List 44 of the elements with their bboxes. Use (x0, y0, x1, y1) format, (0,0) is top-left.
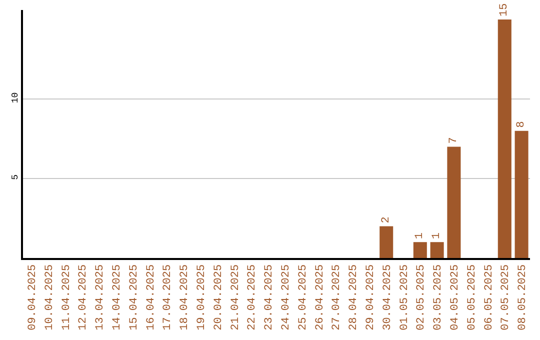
x-tick-label: 18.04.2025 (179, 264, 192, 330)
x-tick-label: 04.05.2025 (450, 264, 462, 330)
x-tick-label: 22.04.2025 (246, 264, 259, 330)
x-tick-label: 26.04.2025 (314, 264, 326, 330)
x-tick-label: 09.04.2025 (27, 264, 40, 330)
data-label: 2 (380, 216, 392, 224)
bar (380, 226, 394, 258)
x-tick-label: 24.04.2025 (280, 264, 293, 330)
x-tick-label: 12.04.2025 (78, 264, 90, 330)
x-tick-label: 14.04.2025 (112, 264, 124, 330)
x-tick-label: 05.05.2025 (466, 264, 478, 330)
x-tick-label: 29.04.2025 (365, 264, 378, 330)
bar (413, 242, 427, 258)
x-tick-label: 20.04.2025 (212, 264, 225, 330)
y-tick-label: 5 (10, 174, 20, 180)
x-tick-label: 13.04.2025 (94, 264, 107, 330)
data-label: 8 (516, 121, 528, 128)
x-tick-label: 15.04.2025 (128, 264, 140, 330)
x-tick-label: 02.05.2025 (416, 264, 428, 330)
x-tick-label: 06.05.2025 (483, 264, 496, 330)
bar (514, 130, 528, 258)
data-label: 1 (431, 232, 444, 240)
bar (498, 20, 512, 258)
x-tick-label: 01.05.2025 (398, 264, 411, 330)
data-label: 7 (448, 137, 460, 144)
x-tick-label: 16.04.2025 (145, 264, 158, 330)
x-tick-label: 17.04.2025 (162, 264, 174, 330)
data-label: 15 (498, 3, 511, 17)
x-tick-label: 10.04.2025 (44, 264, 56, 330)
data-label: 1 (414, 232, 426, 240)
x-tick-label: 25.04.2025 (297, 264, 310, 330)
x-tick-label: 08.05.2025 (517, 264, 530, 330)
bar (430, 242, 444, 258)
x-tick-label: 11.04.2025 (60, 264, 73, 330)
x-tick-label: 23.04.2025 (264, 264, 276, 330)
x-tick-label: 28.04.2025 (348, 264, 360, 330)
y-tick-label: 10 (10, 92, 20, 104)
x-tick-label: 30.04.2025 (382, 264, 394, 330)
x-tick-label: 21.04.2025 (230, 264, 242, 330)
x-tick-label: 27.04.2025 (331, 264, 344, 330)
bar (447, 146, 461, 258)
x-tick-label: 19.04.2025 (196, 264, 208, 330)
x-tick-label: 07.05.2025 (500, 264, 512, 330)
x-tick-label: 03.05.2025 (432, 264, 445, 330)
